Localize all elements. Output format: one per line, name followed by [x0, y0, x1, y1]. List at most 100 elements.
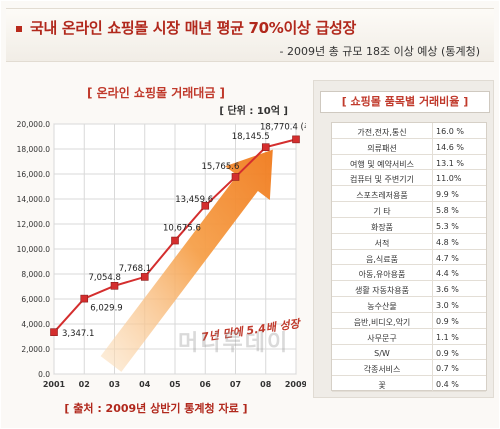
column-divider [432, 154, 433, 170]
category-percent: 14.6 % [436, 142, 464, 152]
data-point [292, 135, 300, 144]
category-percent: 1.1 % [436, 332, 459, 342]
chart-title: [ 온라인 쇼핑몰 거래대금 ] [86, 86, 226, 100]
table-row: 아동,유아용품 4.4 % [332, 265, 486, 282]
table-row: 농수산물 3.0 % [332, 297, 486, 313]
table-row: 사무문구 1.1 % [332, 328, 486, 345]
y-tick-label: 12,000.0 [17, 220, 51, 229]
category-name: 서적 [374, 238, 390, 248]
table-row: 음반,비디오,악기 0.9 % [332, 312, 486, 329]
data-label: 13,459.6 [175, 195, 213, 205]
category-name: 사무문구 [367, 333, 397, 343]
x-tick-label: 2001 [43, 380, 66, 389]
category-name: 생활 자동차용품 [354, 286, 410, 296]
category-percent: 5.8 % [436, 206, 459, 216]
x-tick-label: 08 [260, 380, 272, 389]
data-point [201, 201, 210, 210]
category-panel: [ 쇼핑몰 품목별 거래비율 ] 가전,전자,통신 16.0 % 의류패션 14.6 … [313, 80, 494, 398]
table-row: 각종서비스 0.7 % [332, 360, 486, 377]
category-name: 농수산물 [367, 302, 397, 312]
category-name: 스포츠레저용품 [356, 191, 408, 201]
data-label: 3,347.1 [62, 329, 94, 339]
x-tick-label: 2009 [285, 380, 306, 389]
data-label: 15,765.6 [202, 162, 240, 172]
table-row: 스포츠레저용품 9.9 % [332, 186, 486, 203]
category-name: 기 타 [373, 207, 391, 217]
category-percent: 0.9 % [436, 316, 459, 326]
y-tick-label: 20,000.0 [17, 120, 51, 129]
column-divider [432, 297, 433, 312]
column-divider [432, 123, 433, 138]
x-tick-label: 02 [79, 380, 90, 389]
y-tick-label: 14,000.0 [17, 195, 51, 204]
column-divider [432, 170, 433, 186]
category-percent: 9.9 % [436, 190, 459, 200]
category-name: 컴퓨터 및 주변기기 [350, 175, 414, 185]
category-percent: 3.6 % [436, 285, 459, 295]
growth-arrow [100, 149, 273, 372]
category-percent: 0.7 % [436, 364, 459, 374]
data-point [50, 328, 58, 336]
table-row: 화장품 5.3 % [332, 217, 486, 234]
y-tick-label: 18,000.0 [17, 145, 51, 154]
header-banner: 국내 온라인 쇼핑몰 시장 매년 평균 70%이상 급성장 - 2009년 총 … [6, 8, 494, 62]
table-row: 생활 자동차용품 3.6 % [332, 281, 486, 298]
table-row: 의류패션 14.6 % [332, 138, 486, 155]
category-percent: 5.3 % [436, 221, 459, 231]
category-name: 의류패션 [367, 143, 397, 153]
y-tick-label: 8,000.0 [21, 270, 50, 279]
table-row: 서적 4.8 % [332, 233, 486, 250]
column-divider [432, 233, 433, 249]
data-point [80, 294, 89, 303]
y-tick-label: 10,000.0 [17, 245, 51, 254]
data-label: 10,675.6 [163, 224, 201, 234]
table-row: 기 타 5.8 % [332, 202, 486, 218]
table-row: 여행 및 예약서비스 13.1 % [332, 154, 486, 171]
data-point [110, 282, 119, 290]
column-divider [432, 312, 433, 328]
data-label: 6,029.9 [90, 304, 122, 314]
column-divider [432, 186, 433, 202]
column-divider [432, 265, 433, 281]
x-tick-label: 03 [109, 380, 120, 389]
data-point [140, 273, 149, 281]
category-table-title: [ 쇼핑몰 품목별 거래비율 ] [320, 91, 490, 113]
category-percent: 4.8 % [436, 237, 459, 247]
category-percent: 0.9 % [436, 348, 459, 358]
x-tick-label: 06 [200, 380, 212, 389]
column-divider [432, 281, 433, 297]
data-point [261, 143, 270, 151]
table-row: S/W 0.9 % [332, 344, 486, 361]
column-divider [432, 328, 433, 344]
bullet-icon [16, 26, 22, 32]
data-point [171, 236, 179, 245]
table-row: 컴퓨터 및 주변기기 11.0% [332, 170, 486, 187]
data-label: 18,145.5 [232, 132, 270, 142]
line-chart: 0.0 2,000.0 4,000.0 6,000.0 8,000.0 10,000.0 1… [17, 120, 306, 389]
data-point [231, 173, 240, 181]
x-tick-label: 07 [230, 380, 241, 389]
category-percent: 13.1 % [436, 158, 464, 168]
chart-panel: 0.0 2,000.0 4,000.0 6,000.0 8,000.0 10,000.0 1… [6, 74, 306, 404]
category-name: S/W [374, 348, 390, 358]
page-subtitle: - 2009년 총 규모 18조 이상 예상 (통계청) [279, 45, 480, 58]
table-row: 음,식료품 4.7 % [332, 249, 486, 266]
watermark-text: 머니투데이 [178, 331, 290, 356]
column-divider [432, 138, 433, 154]
y-tick-label: 6,000.0 [21, 295, 50, 304]
table-row: 꽃 0.4 % [332, 376, 486, 392]
column-divider [432, 249, 433, 265]
y-tick-label: 4,000.0 [21, 320, 50, 329]
table-row: 가전,전자,통신 16.0 % [332, 123, 486, 139]
y-tick-label: 0.0 [38, 370, 50, 379]
data-label: 18,770.4 (추정) [260, 121, 306, 132]
column-divider [432, 376, 433, 391]
category-name: 여행 및 예약서비스 [350, 159, 414, 169]
column-divider [432, 202, 433, 217]
chart-unit-label: [ 단위 : 10억 ] [219, 106, 288, 117]
category-name: 아동,유아용품 [358, 270, 406, 280]
category-percent: 0.4 % [436, 380, 459, 390]
category-percent: 16.0 % [436, 127, 464, 136]
category-percent: 3.0 % [436, 301, 459, 311]
category-name: 음,식료품 [366, 254, 398, 264]
